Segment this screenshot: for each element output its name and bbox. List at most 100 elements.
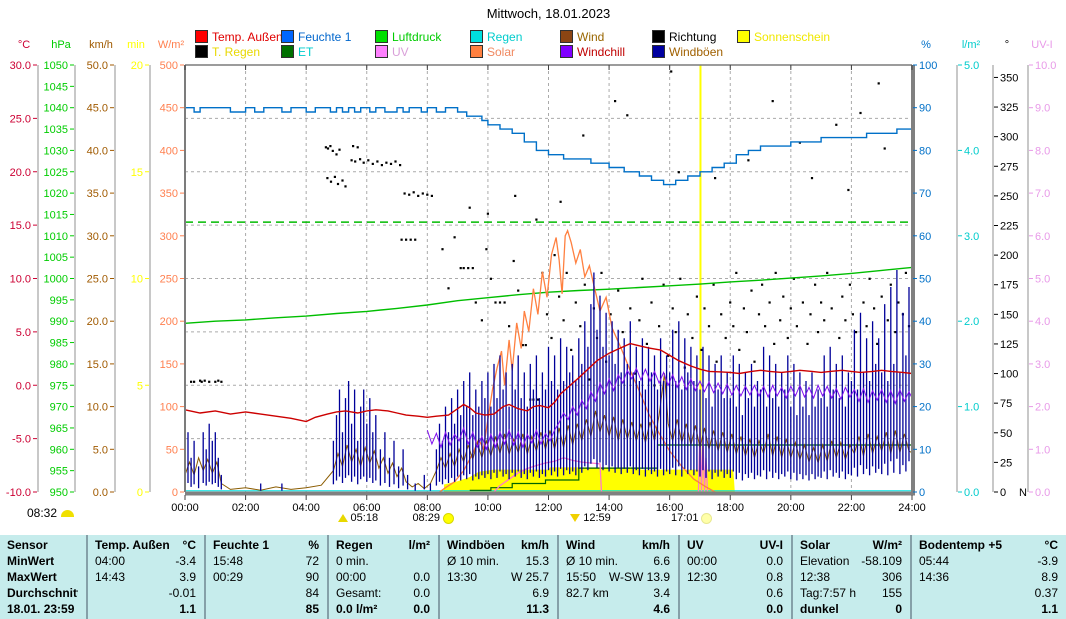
svg-text:275: 275 xyxy=(1000,161,1018,173)
column-header: Bodentemp +5 °C xyxy=(919,537,1058,553)
svg-text:20: 20 xyxy=(919,402,931,414)
cell-value: 0.0 xyxy=(766,602,783,616)
row-label-text: MinWert xyxy=(7,554,55,568)
legend-item-temp-au-en: Temp. Außen xyxy=(195,29,283,44)
table-row: Ø 10 min. 15.3 xyxy=(447,553,549,569)
cell-time: 12:30 xyxy=(687,570,718,584)
cell-value: 0.0 xyxy=(413,602,430,616)
svg-text:20.0: 20.0 xyxy=(10,167,31,179)
table-row: 0.0 l/m² 0.0 xyxy=(336,601,430,617)
svg-text:0.0: 0.0 xyxy=(93,487,108,499)
cell-value: 0.0 xyxy=(413,586,430,600)
svg-text:UV-I: UV-I xyxy=(1031,39,1052,51)
column-header: Regen l/m² xyxy=(336,537,430,553)
table-row: Ø 10 min. 6.6 xyxy=(566,553,670,569)
sensor-name: UV xyxy=(687,538,704,552)
cell-time: 82.7 km xyxy=(566,586,609,600)
table-row-labels: Sensor MinWert MaxWert Durchschnitt 18.01. 2… xyxy=(0,535,86,619)
table-row: 12:38 306 xyxy=(800,569,902,585)
legend-item-et: ET xyxy=(281,45,313,59)
svg-text:5.0: 5.0 xyxy=(16,327,31,339)
svg-text:15.0: 15.0 xyxy=(87,359,108,371)
row-label: Durchschnitt xyxy=(7,585,78,601)
cell-value: 0.37 xyxy=(1034,586,1058,600)
svg-text:1005: 1005 xyxy=(44,252,68,264)
svg-text:10.0: 10.0 xyxy=(87,402,108,414)
table-row: 6.9 xyxy=(447,585,549,601)
cell-value: -58.109 xyxy=(861,554,902,568)
svg-text:400: 400 xyxy=(160,145,178,157)
cell-value: 0 xyxy=(895,602,902,616)
cell-value: 0.0 xyxy=(413,570,430,584)
legend-color-swatch xyxy=(652,30,665,43)
svg-text:min: min xyxy=(127,39,145,51)
legend-color-swatch xyxy=(470,45,483,58)
svg-text:7.0: 7.0 xyxy=(1035,188,1050,200)
cell-value: 84 xyxy=(305,586,319,600)
time-marker-label: 08:29 xyxy=(412,512,440,524)
cell-value: 15.3 xyxy=(525,554,549,568)
svg-text:0: 0 xyxy=(172,487,178,499)
svg-text:N: N xyxy=(1019,487,1027,499)
svg-text:50.0: 50.0 xyxy=(87,60,108,72)
table-row: 00:29 90 xyxy=(213,569,319,585)
table-row: 11.3 xyxy=(447,601,549,617)
svg-text:955: 955 xyxy=(50,466,68,478)
row-label-text: 18.01. 23:59 xyxy=(7,602,75,616)
svg-text:970: 970 xyxy=(50,402,68,414)
table-row: 0.6 xyxy=(687,585,783,601)
svg-text:90: 90 xyxy=(919,103,931,115)
cell-time: 14:36 xyxy=(919,570,950,584)
weather-chart: °C -10.0 -5.0 0.0 5.0 10.0 15.0 20.0 25.0 30.0 hPa… xyxy=(6,39,1057,514)
moonrise-time: 08:32 xyxy=(27,506,75,520)
series-feuchte-1 xyxy=(185,107,912,186)
svg-text:0.0: 0.0 xyxy=(1035,487,1050,499)
svg-text:965: 965 xyxy=(50,423,68,435)
svg-text:450: 450 xyxy=(160,103,178,115)
series-windchill xyxy=(426,366,913,451)
time-marker-label: 12:59 xyxy=(583,512,611,524)
legend-item-t-regen: T. Regen xyxy=(195,44,261,59)
svg-text:980: 980 xyxy=(50,359,68,371)
legend-color-swatch xyxy=(560,45,573,58)
svg-text:1045: 1045 xyxy=(44,81,68,93)
cell-time: 05:44 xyxy=(919,554,950,568)
svg-text:24:00: 24:00 xyxy=(898,502,926,514)
svg-text:1020: 1020 xyxy=(44,188,68,200)
sensor-name: Solar xyxy=(800,538,831,552)
legend-label: Luftdruck xyxy=(392,29,442,44)
cell-time: 00:00 xyxy=(687,554,718,568)
legend-label: T. Regen xyxy=(212,44,261,59)
svg-text:300: 300 xyxy=(160,231,178,243)
svg-text:20.0: 20.0 xyxy=(87,316,108,328)
page-title: Mittwoch, 18.01.2023 xyxy=(486,6,611,21)
time-marker-label: 05:18 xyxy=(350,512,379,524)
svg-text:1000: 1000 xyxy=(44,274,68,286)
cell-time: dunkel xyxy=(800,602,839,616)
table-row: 84 xyxy=(213,585,319,601)
svg-text:995: 995 xyxy=(50,295,68,307)
cell-time: 0 min. xyxy=(336,554,369,568)
legend-label: Temp. Außen xyxy=(212,29,283,44)
svg-text:°: ° xyxy=(1005,39,1009,51)
sensor-unit: W/m² xyxy=(872,538,902,552)
svg-text:-10.0: -10.0 xyxy=(6,487,31,499)
series-richtung xyxy=(190,70,911,401)
cell-value: 90 xyxy=(305,570,319,584)
svg-text:0.0: 0.0 xyxy=(964,487,979,499)
svg-text:0: 0 xyxy=(1000,487,1006,499)
legend-item-solar: Solar xyxy=(470,45,515,59)
cell-value: 8.9 xyxy=(1041,570,1058,584)
sensor-unit: °C xyxy=(182,538,196,552)
time-marker-label: 17:01 xyxy=(670,512,699,524)
svg-text:990: 990 xyxy=(50,316,68,328)
svg-text:100: 100 xyxy=(1000,369,1018,381)
svg-text:70: 70 xyxy=(919,188,931,200)
svg-text:l/m²: l/m² xyxy=(962,39,981,51)
svg-text:3.0: 3.0 xyxy=(964,231,979,243)
table-row: Tag:7:57 h 155 xyxy=(800,585,902,601)
sensor-unit: % xyxy=(308,538,319,552)
svg-text:250: 250 xyxy=(160,274,178,286)
legend-label: Sonnenschein xyxy=(754,29,831,44)
legend-label: Richtung xyxy=(669,29,717,44)
